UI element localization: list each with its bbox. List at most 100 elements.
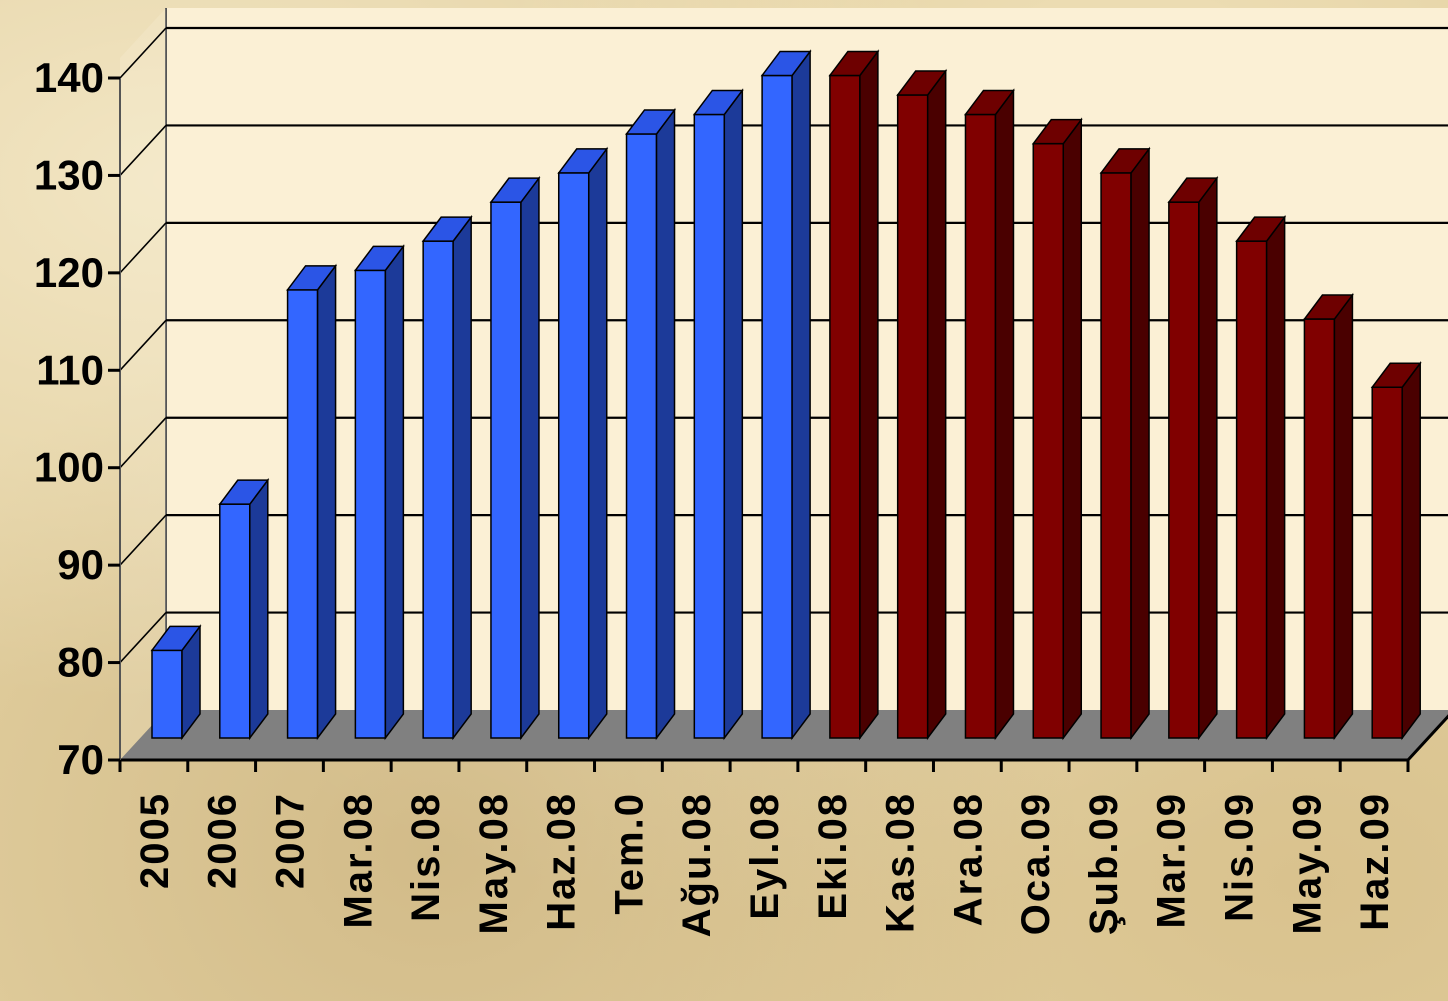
bar-top xyxy=(1167,177,1219,203)
bar-side xyxy=(316,263,337,741)
bar-front xyxy=(219,503,251,739)
y-tick-label: 130 xyxy=(34,151,104,198)
bar-side xyxy=(1198,175,1218,741)
bar xyxy=(760,49,812,741)
bar xyxy=(557,146,609,741)
bar xyxy=(218,477,270,741)
bar xyxy=(896,68,948,741)
x-tick-label: Ağu.08 xyxy=(675,792,719,937)
bar-top xyxy=(557,148,609,174)
bar-side xyxy=(723,88,744,741)
bar-front xyxy=(490,201,522,739)
bar-side xyxy=(1130,146,1150,741)
bar-front xyxy=(1371,386,1403,739)
bar xyxy=(489,175,541,741)
axes xyxy=(108,76,1448,772)
bar-front xyxy=(964,113,997,739)
x-tick-label: Eyl.08 xyxy=(743,792,787,920)
y-tick-labels: 70 80 90 100 110 120 130 140 xyxy=(34,54,104,783)
x-tick-label: May.08 xyxy=(472,792,516,934)
y-tick-label: 100 xyxy=(34,444,104,491)
bar-top xyxy=(1031,118,1083,145)
bar-front xyxy=(422,240,454,739)
x-tick-label: Oca.09 xyxy=(1014,792,1058,935)
bar-top xyxy=(218,479,270,505)
gridline-diagonal xyxy=(119,612,167,664)
bar-top xyxy=(421,216,473,242)
gridline-diagonal xyxy=(119,222,167,274)
x-tick-label: Mar.09 xyxy=(1150,792,1194,929)
bar-side xyxy=(859,49,879,741)
bar xyxy=(692,88,744,741)
side-wall xyxy=(120,8,166,760)
bar-side xyxy=(520,175,540,741)
bars xyxy=(150,49,1422,741)
y-tick-label: 110 xyxy=(36,346,104,393)
x-tick-label: Ara.08 xyxy=(946,792,990,926)
bar-side xyxy=(1062,117,1083,741)
bar-front xyxy=(693,113,726,739)
bar-top xyxy=(286,265,338,291)
x-tick-label: Haz.08 xyxy=(540,792,584,931)
bar-front xyxy=(625,133,658,739)
bar-front xyxy=(896,94,929,739)
bar-front xyxy=(761,74,793,739)
bar-side xyxy=(1265,214,1286,741)
bar-top xyxy=(150,625,202,652)
bar-side xyxy=(452,214,472,741)
x-tick-label: Şub.09 xyxy=(1082,792,1126,935)
y-tick-label: 70 xyxy=(57,736,104,783)
bar-front xyxy=(1032,142,1065,739)
x-tick-labels: 2005 2006 2007 Mar.08 Nis.08 May.08 Haz.08 Tem.… xyxy=(133,792,1397,937)
gridline-diagonal xyxy=(119,319,167,371)
bar-top xyxy=(1235,216,1287,242)
bar-top xyxy=(1302,294,1354,320)
x-tick-label: Kas.08 xyxy=(879,792,923,933)
bar-front xyxy=(557,172,590,739)
gridline-diagonal xyxy=(119,124,167,176)
x-tick-label: Tem.0 xyxy=(607,792,651,915)
bar-top xyxy=(625,109,677,135)
bar-front xyxy=(354,269,387,739)
bar-front xyxy=(286,289,319,739)
bar-top xyxy=(760,50,812,77)
bar-side xyxy=(1333,292,1354,741)
bar-front xyxy=(1100,172,1132,739)
bar-side xyxy=(384,244,405,741)
bar-side xyxy=(994,88,1015,741)
bar xyxy=(421,214,473,741)
bar xyxy=(625,107,677,741)
x-tick-label: 2005 xyxy=(133,792,177,889)
bar xyxy=(150,624,202,741)
bar-side xyxy=(926,68,947,741)
bar-front xyxy=(1303,318,1336,739)
bar-front xyxy=(1168,201,1200,739)
bar-side xyxy=(249,477,269,741)
x-tick-label: Nis.09 xyxy=(1218,792,1262,922)
bar-top xyxy=(1099,148,1151,174)
x-tick-label: Haz.09 xyxy=(1353,792,1397,931)
bar-top xyxy=(1370,362,1422,389)
x-axis-depth-line xyxy=(1406,714,1448,762)
y-tick-label: 120 xyxy=(34,249,104,296)
gridline-diagonal xyxy=(119,417,167,469)
gridline-diagonal xyxy=(119,27,167,79)
bar-top xyxy=(692,89,744,116)
x-tick-label: Mar.08 xyxy=(336,792,380,929)
bar-front xyxy=(151,649,183,739)
gridline-diagonal xyxy=(119,514,167,566)
bar-side xyxy=(587,146,608,741)
y-tick-label: 90 xyxy=(57,541,104,588)
bar-top xyxy=(353,245,405,272)
bar xyxy=(828,49,880,741)
bar xyxy=(963,88,1015,741)
bar xyxy=(1302,292,1354,741)
x-tick-label: Nis.08 xyxy=(404,792,448,922)
bar-side xyxy=(791,49,811,741)
bar-front xyxy=(1235,240,1268,739)
bar-top xyxy=(489,177,541,203)
y-tick-label: 80 xyxy=(57,639,104,686)
x-tick-label: May.09 xyxy=(1285,792,1329,934)
